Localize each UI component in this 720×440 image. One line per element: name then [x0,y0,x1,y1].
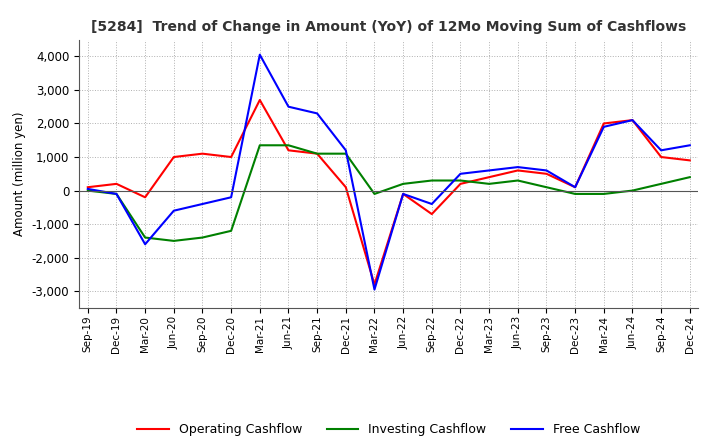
Line: Investing Cashflow: Investing Cashflow [88,145,690,241]
Investing Cashflow [370,191,379,197]
Operating Cashflow [312,151,321,156]
Investing Cashflow [456,178,465,183]
Operating Cashflow [542,171,551,176]
Free Cashflow [542,168,551,173]
Free Cashflow [485,168,493,173]
Y-axis label: Amount (million yen): Amount (million yen) [13,112,26,236]
Free Cashflow [341,148,350,153]
Operating Cashflow [485,175,493,180]
Investing Cashflow [312,151,321,156]
Free Cashflow [256,52,264,57]
Operating Cashflow [169,154,178,160]
Legend: Operating Cashflow, Investing Cashflow, Free Cashflow: Operating Cashflow, Investing Cashflow, … [132,418,645,440]
Investing Cashflow [284,143,293,148]
Line: Operating Cashflow: Operating Cashflow [88,100,690,285]
Free Cashflow [428,202,436,207]
Investing Cashflow [657,181,665,187]
Operating Cashflow [399,191,408,197]
Investing Cashflow [169,238,178,244]
Free Cashflow [456,171,465,176]
Investing Cashflow [485,181,493,187]
Free Cashflow [370,287,379,292]
Free Cashflow [513,165,522,170]
Investing Cashflow [399,181,408,187]
Line: Free Cashflow: Free Cashflow [88,55,690,290]
Free Cashflow [628,117,636,123]
Investing Cashflow [141,235,150,240]
Free Cashflow [84,186,92,191]
Investing Cashflow [571,191,580,197]
Investing Cashflow [198,235,207,240]
Free Cashflow [312,111,321,116]
Investing Cashflow [600,191,608,197]
Free Cashflow [657,148,665,153]
Free Cashflow [198,202,207,207]
Operating Cashflow [456,181,465,187]
Operating Cashflow [600,121,608,126]
Free Cashflow [169,208,178,213]
Operating Cashflow [657,154,665,160]
Operating Cashflow [284,148,293,153]
Operating Cashflow [685,158,694,163]
Free Cashflow [284,104,293,109]
Investing Cashflow [341,151,350,156]
Free Cashflow [600,124,608,129]
Investing Cashflow [112,191,121,197]
Free Cashflow [685,143,694,148]
Investing Cashflow [513,178,522,183]
Investing Cashflow [628,188,636,193]
Operating Cashflow [513,168,522,173]
Operating Cashflow [571,185,580,190]
Free Cashflow [141,242,150,247]
Investing Cashflow [685,175,694,180]
Free Cashflow [227,194,235,200]
Operating Cashflow [256,97,264,103]
Free Cashflow [112,191,121,197]
Operating Cashflow [227,154,235,160]
Operating Cashflow [341,185,350,190]
Operating Cashflow [84,185,92,190]
Operating Cashflow [198,151,207,156]
Investing Cashflow [84,188,92,193]
Title: [5284]  Trend of Change in Amount (YoY) of 12Mo Moving Sum of Cashflows: [5284] Trend of Change in Amount (YoY) o… [91,20,686,34]
Investing Cashflow [256,143,264,148]
Free Cashflow [399,191,408,197]
Operating Cashflow [141,194,150,200]
Operating Cashflow [370,282,379,287]
Investing Cashflow [542,185,551,190]
Free Cashflow [571,185,580,190]
Investing Cashflow [428,178,436,183]
Operating Cashflow [628,117,636,123]
Operating Cashflow [428,211,436,216]
Investing Cashflow [227,228,235,234]
Operating Cashflow [112,181,121,187]
